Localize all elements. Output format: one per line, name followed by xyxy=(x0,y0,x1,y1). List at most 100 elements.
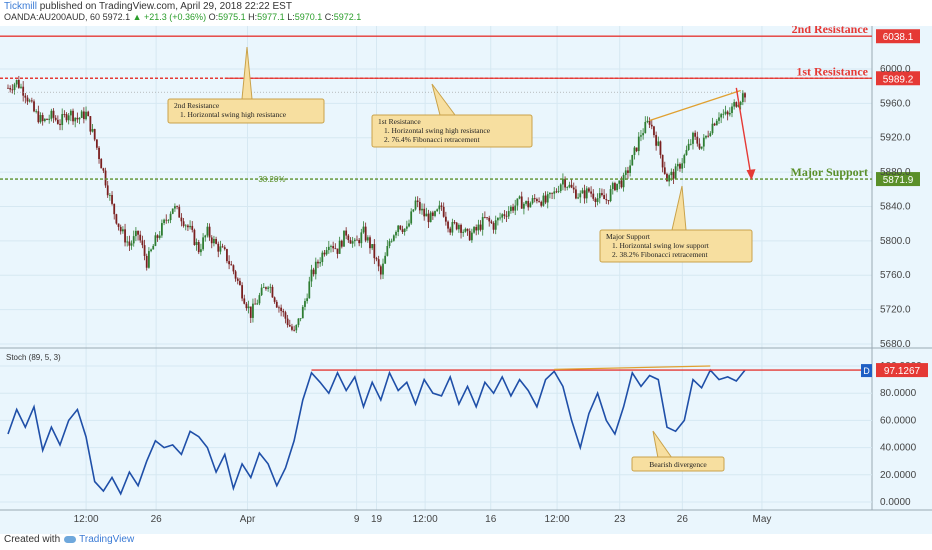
candle-body xyxy=(429,212,432,223)
candle-body xyxy=(618,180,621,184)
candle-body xyxy=(193,229,196,245)
callout-line: 2. 76.4% Fibonacci retracement xyxy=(384,135,481,144)
tradingview-link[interactable]: TradingView xyxy=(79,534,135,545)
candle-body xyxy=(15,79,18,85)
callout-major-support[interactable]: Major Support 1. Horizontal swing low sup… xyxy=(599,185,753,263)
stoch-marker[interactable] xyxy=(861,364,872,378)
candle-body xyxy=(297,318,300,325)
publisher-name[interactable]: Tickmill xyxy=(4,1,37,12)
candle-body xyxy=(54,117,57,120)
axes: 6000.0 5960.0 5920.0 5880.0 5840.0 5800.0 5760… xyxy=(74,64,911,525)
candle-body xyxy=(501,214,504,218)
stoch-line[interactable] xyxy=(7,368,746,496)
candle-body xyxy=(557,191,560,192)
candle-body xyxy=(457,224,460,230)
level-price-tag xyxy=(876,29,920,44)
candle-body xyxy=(605,199,608,201)
level-label: 1st Resistance xyxy=(796,64,868,78)
candle-body xyxy=(724,111,727,114)
candle-body xyxy=(523,203,525,209)
candle-body xyxy=(347,235,350,241)
candle-body xyxy=(100,159,103,169)
candle-body xyxy=(191,225,194,230)
level-price-value: 5989.2 xyxy=(883,74,914,85)
candle-body xyxy=(670,171,673,176)
candle-body xyxy=(87,111,90,117)
candle-body xyxy=(620,180,623,188)
candle-body xyxy=(126,241,129,243)
candle-body xyxy=(252,303,254,318)
candle-body xyxy=(518,196,521,199)
candle-body xyxy=(577,197,579,199)
candle-body xyxy=(603,195,606,200)
candle-body xyxy=(304,301,306,307)
candle-body xyxy=(178,206,181,218)
candle-body xyxy=(30,100,33,102)
callout-title: 2nd Resistance xyxy=(174,101,220,110)
candle-body xyxy=(102,168,105,171)
candle-body xyxy=(479,224,482,230)
candle-body xyxy=(119,226,122,232)
candle-body xyxy=(48,118,51,120)
candle-body xyxy=(570,184,573,188)
candle-body xyxy=(369,237,371,249)
candle-body xyxy=(56,119,59,124)
candle-body xyxy=(43,118,46,122)
candle-body xyxy=(711,123,714,134)
candle-body xyxy=(293,329,296,331)
candle-body xyxy=(529,203,532,208)
candle-body xyxy=(275,301,278,308)
candle-body xyxy=(61,114,64,126)
candle-body xyxy=(568,184,571,188)
candle-body xyxy=(733,102,736,107)
forecast-arrow[interactable] xyxy=(735,87,753,180)
candle-body xyxy=(585,188,588,199)
candle-body xyxy=(236,278,239,281)
candle-body xyxy=(59,123,61,126)
candle-body xyxy=(653,126,655,136)
candle-body xyxy=(215,239,217,244)
candle-body xyxy=(24,95,27,98)
chart-canvas[interactable]: 2nd Resistance 6038.1 1st Resistance 5989.2… xyxy=(0,26,932,534)
candle-body xyxy=(256,303,259,305)
candle-body xyxy=(553,191,556,194)
price-trendline[interactable] xyxy=(649,89,741,122)
candle-body xyxy=(130,243,133,246)
candle-body xyxy=(184,225,187,227)
candle-body xyxy=(611,183,614,190)
candle-body xyxy=(492,223,495,230)
candle-body xyxy=(239,280,241,286)
open-value: 5975.1 xyxy=(218,12,246,22)
candle-body xyxy=(82,111,85,120)
candle-body xyxy=(423,208,426,217)
candle-body xyxy=(566,187,569,188)
candle-body xyxy=(288,325,291,327)
stoch-divergence-line[interactable] xyxy=(554,365,711,371)
candle-body xyxy=(549,192,551,195)
callout-text: Major Support 1. Horizontal swing low sup… xyxy=(606,232,710,259)
candle-body xyxy=(531,198,534,204)
callout-text: 2nd Resistance 1. Horizontal swing high r… xyxy=(174,101,287,119)
candle-body xyxy=(234,271,237,279)
candle-body xyxy=(622,174,625,188)
candle-body xyxy=(349,240,352,244)
candle-body xyxy=(559,184,562,192)
candle-body xyxy=(137,230,139,235)
last-price: 5972.1 xyxy=(102,12,131,22)
candle-body xyxy=(295,324,298,331)
candle-body xyxy=(692,132,694,144)
candle-body xyxy=(98,147,100,160)
candle-body xyxy=(486,217,488,219)
callout-1st-resistance[interactable]: 1st Resistance 1. Horizontal swing high r… xyxy=(371,83,533,148)
divergence-label: Bearish divergence xyxy=(649,460,707,469)
callout-2nd-resistance[interactable]: 2nd Resistance 1. Horizontal swing high r… xyxy=(167,46,325,124)
candle-body xyxy=(592,193,595,199)
callout-line: 1. Horizontal swing low support xyxy=(612,241,710,250)
candle-body xyxy=(499,217,501,219)
candle-body xyxy=(540,201,543,206)
candle-body xyxy=(438,205,441,210)
candle-body xyxy=(399,225,402,230)
callout-bearish-divergence[interactable]: Bearish divergence xyxy=(631,430,725,472)
candle-body xyxy=(22,86,25,96)
time-tick-label: 12:00 xyxy=(545,514,570,525)
